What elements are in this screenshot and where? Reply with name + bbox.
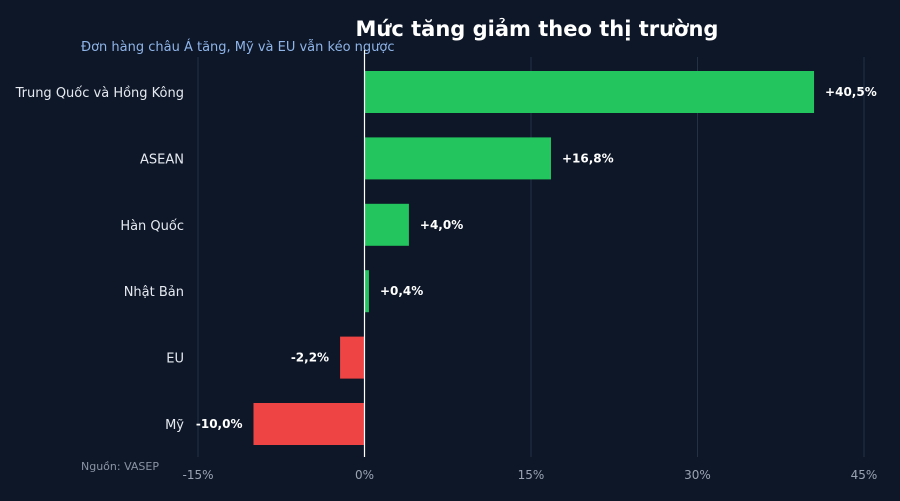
data-label: +0,4% (380, 284, 423, 298)
data-label: +40,5% (825, 85, 877, 99)
data-label: -2,2% (291, 351, 329, 365)
bar (364, 203, 409, 246)
chart-title: Mức tăng giảm theo thị trường (356, 17, 719, 41)
x-tick-label: 0% (355, 468, 374, 482)
bar (340, 336, 365, 379)
x-tick-label: 45% (851, 468, 878, 482)
grid-lines (197, 57, 865, 457)
data-label: -10,0% (196, 417, 243, 431)
labels: -15% 0% 15% 30% 45% Trung Quốc và Hồng Kông +4… (15, 85, 878, 482)
category-label: ASEAN (140, 152, 184, 167)
category-label: Hàn Quốc (120, 219, 184, 234)
source-note: Nguồn: VASEP (81, 460, 159, 473)
data-label: +4,0% (420, 218, 463, 232)
bars (253, 71, 815, 445)
x-tick-label: 15% (518, 468, 545, 482)
category-label: EU (166, 352, 184, 367)
bar (364, 71, 815, 113)
data-label: +16,8% (562, 151, 614, 165)
category-label: Nhật Bản (124, 285, 184, 300)
category-label: Mỹ (165, 418, 184, 433)
chart-subtitle: Đơn hàng châu Á tăng, Mỹ và EU vẫn kéo n… (81, 39, 395, 55)
bar (364, 270, 369, 313)
x-tick-label: -15% (182, 468, 213, 482)
bar (253, 403, 365, 445)
bar (364, 137, 551, 180)
x-tick-label: 30% (684, 468, 711, 482)
category-label: Trung Quốc và Hồng Kông (15, 86, 184, 101)
